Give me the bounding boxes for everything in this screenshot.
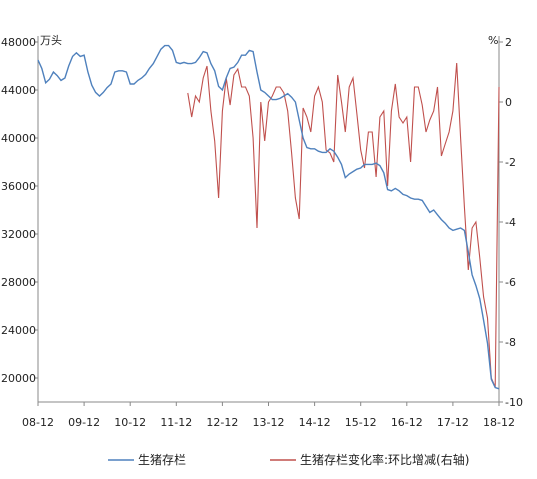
right-tick-label: 2 [505, 36, 512, 49]
right-tick-label: -4 [505, 216, 516, 229]
series-line-change-rate [187, 62, 500, 388]
series-line-inventory [37, 44, 500, 390]
right-axis-ticks: 2 0 -2 -4 -6 -8 -10 [499, 36, 523, 409]
left-tick-label: 20000 [1, 372, 36, 385]
left-axis-unit: 万头 [40, 34, 62, 47]
x-tick-label: 08-12 [22, 416, 54, 429]
x-tick-label: 11-12 [160, 416, 192, 429]
right-tick-label: 0 [505, 96, 512, 109]
x-tick-label: 09-12 [68, 416, 100, 429]
legend: 生猪存栏 生猪存栏变化率:环比增减(右轴) [108, 452, 469, 467]
right-axis-unit: % [488, 34, 498, 47]
x-tick-label: 12-12 [206, 416, 238, 429]
left-axis-ticks: 20000 24000 28000 32000 36000 40000 44000 48000 [1, 36, 38, 385]
left-tick-label: 28000 [1, 276, 36, 289]
left-tick-label: 32000 [1, 228, 36, 241]
right-tick-label: -6 [505, 276, 516, 289]
x-tick-label: 16-12 [391, 416, 423, 429]
legend-label-change-rate: 生猪存栏变化率:环比增减(右轴) [300, 452, 469, 467]
x-tick-label: 14-12 [299, 416, 331, 429]
left-tick-label: 36000 [1, 180, 36, 193]
left-tick-label: 44000 [1, 84, 36, 97]
x-tick-label: 13-12 [253, 416, 285, 429]
right-tick-label: -2 [505, 156, 516, 169]
right-tick-label: -8 [505, 336, 516, 349]
x-tick-label: 18-12 [483, 416, 515, 429]
right-tick-label: -10 [505, 396, 523, 409]
left-tick-label: 40000 [1, 132, 36, 145]
x-tick-label: 17-12 [437, 416, 469, 429]
x-tick-label: 15-12 [345, 416, 377, 429]
left-tick-label: 48000 [1, 36, 36, 49]
left-tick-label: 24000 [1, 324, 36, 337]
x-axis-ticks: 08-12 09-12 10-12 11-12 12-12 13-12 14-12 15-12… [22, 402, 515, 429]
legend-label-inventory: 生猪存栏 [138, 452, 186, 467]
x-tick-label: 10-12 [114, 416, 146, 429]
